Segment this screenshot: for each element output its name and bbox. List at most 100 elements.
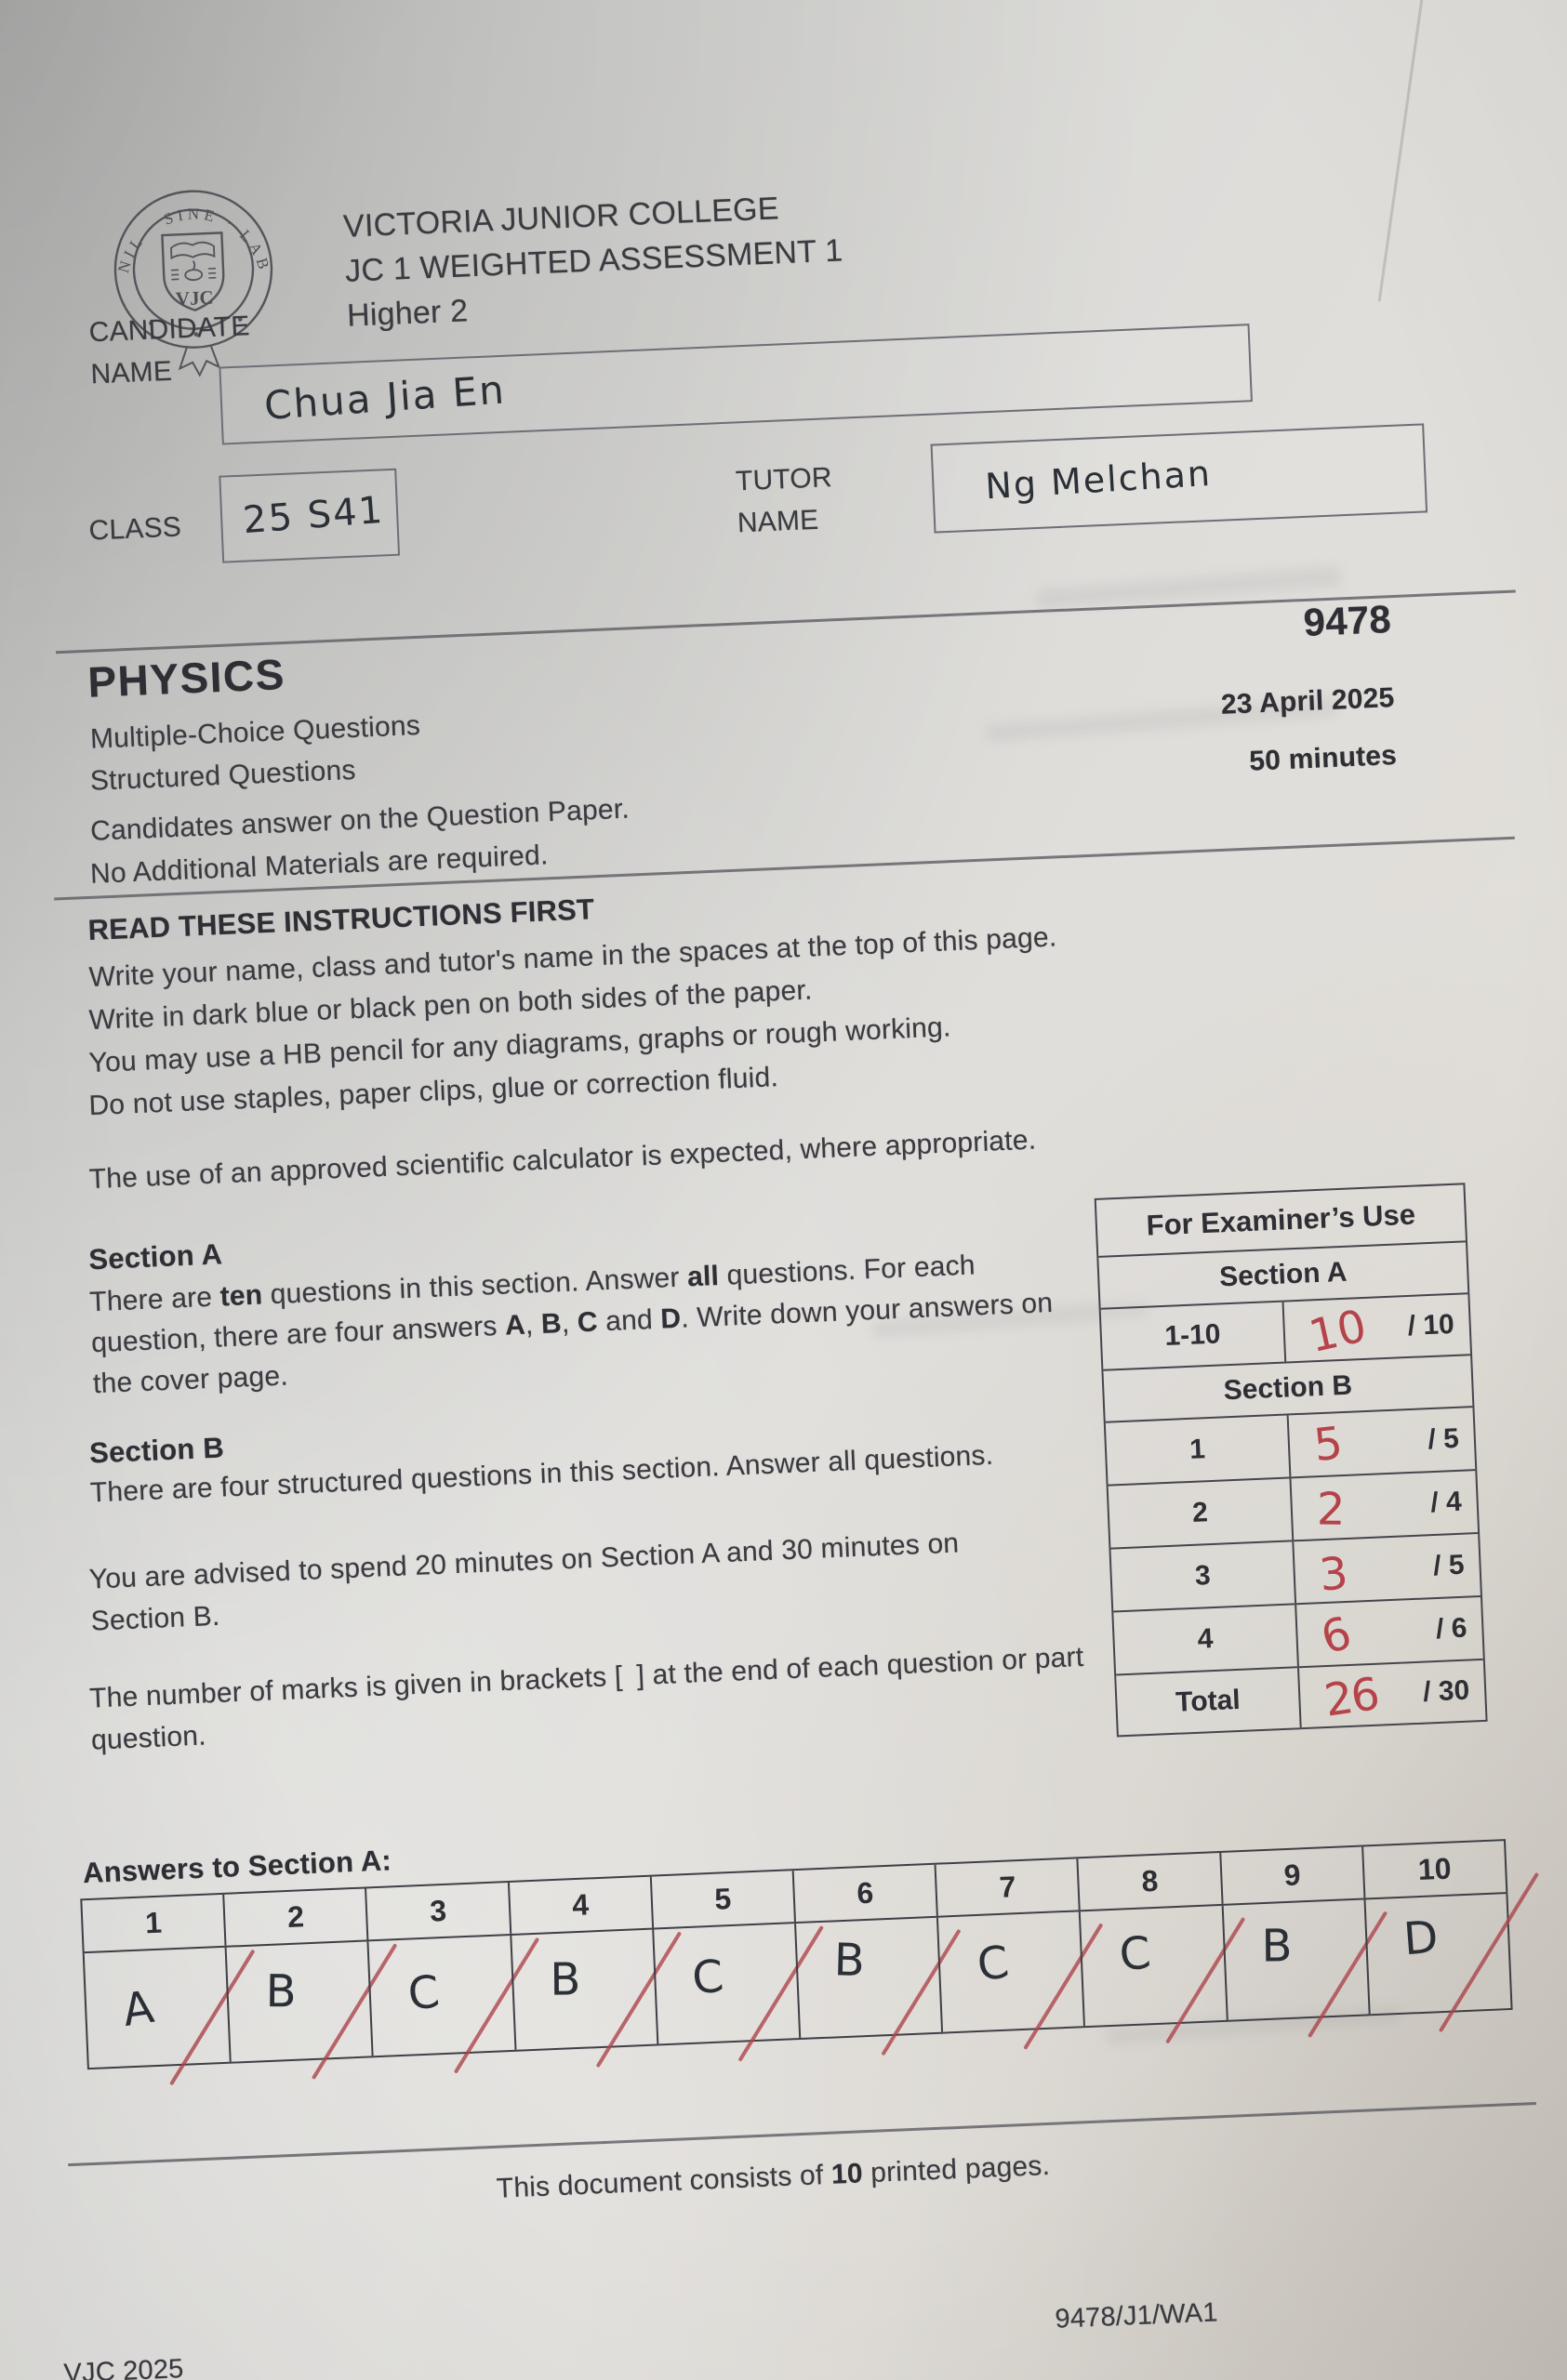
handwritten-answer: C bbox=[689, 1950, 728, 2005]
q-number: 6 bbox=[856, 1875, 874, 1911]
answer-cell[interactable]: B bbox=[224, 1941, 398, 2081]
q-number: 7 bbox=[998, 1870, 1017, 1904]
q-number: 8 bbox=[1140, 1863, 1160, 1898]
handwritten-answer: C bbox=[974, 1936, 1014, 1992]
handwritten-answer: B bbox=[264, 1965, 299, 2018]
answers-header-cell: 2 bbox=[222, 1888, 367, 1946]
examiner-row-score: 26 / 30 bbox=[1299, 1660, 1486, 1727]
class-field[interactable]: 25 S41 bbox=[219, 468, 401, 563]
section-a-title: Section A bbox=[87, 1237, 223, 1276]
answer-cell[interactable]: C bbox=[1079, 1905, 1246, 2044]
max-mark-text: / 30 bbox=[1422, 1674, 1470, 1708]
handwritten-mark: 5 bbox=[1310, 1417, 1346, 1473]
examiner-row-label: Total bbox=[1116, 1668, 1302, 1736]
row-label-text: 3 bbox=[1194, 1560, 1212, 1592]
q-number: 1 bbox=[144, 1905, 163, 1940]
examiner-row-label: 1-10 bbox=[1100, 1302, 1287, 1369]
answers-header-cell: 10 bbox=[1361, 1841, 1507, 1898]
tutor-name-value: Ng Melchan bbox=[984, 452, 1214, 508]
examiner-row-score: 6 / 6 bbox=[1296, 1597, 1483, 1666]
answers-title: Answers to Section A: bbox=[82, 1844, 392, 1890]
subject-title: PHYSICS bbox=[86, 649, 286, 707]
examiner-row-score: 10 / 10 bbox=[1284, 1294, 1471, 1364]
examiner-row-score: 5 / 5 bbox=[1289, 1408, 1476, 1476]
tutor-name-label: TUTOR NAME bbox=[735, 462, 833, 539]
answer-cell[interactable]: B bbox=[1221, 1899, 1388, 2039]
paper-type-2: Structured Questions bbox=[89, 754, 357, 797]
handwritten-mark: 3 bbox=[1317, 1547, 1350, 1602]
answer-cell[interactable]: A bbox=[85, 1948, 256, 2086]
max-mark-text: / 5 bbox=[1427, 1422, 1460, 1456]
calculator-note: The use of an approved scientific calcul… bbox=[88, 1124, 1037, 1196]
page-count-note: This document consists of 10 printed pag… bbox=[496, 2149, 1051, 2204]
answers-header-cell: 6 bbox=[791, 1864, 937, 1923]
answers-header-cell: 1 bbox=[82, 1895, 224, 1951]
answer-cell[interactable]: C bbox=[366, 1936, 540, 2074]
row-label-text: 1 bbox=[1189, 1434, 1206, 1465]
materials-note: No Additional Materials are required. bbox=[89, 840, 550, 890]
footer-paper-code: 9478/J1/WA1 bbox=[1054, 2297, 1219, 2334]
examiner-row-score: 3 / 5 bbox=[1294, 1534, 1481, 1603]
answer-note: Candidates answer on the Question Paper. bbox=[89, 793, 631, 847]
crest-motto-text: NIL · SINE · LABORE bbox=[106, 180, 273, 282]
answer-cell[interactable]: B bbox=[794, 1917, 962, 2056]
max-mark-text: / 4 bbox=[1429, 1486, 1463, 1519]
max-mark-text: / 10 bbox=[1406, 1308, 1455, 1342]
q-number: 5 bbox=[713, 1882, 732, 1916]
answers-header-cell: 4 bbox=[507, 1876, 652, 1935]
section-b-title: Section B bbox=[88, 1431, 225, 1470]
examiner-section-a-text: Section A bbox=[1218, 1256, 1348, 1293]
q-number: 3 bbox=[429, 1893, 447, 1928]
divider-line bbox=[68, 2101, 1536, 2166]
answer-cell[interactable]: B bbox=[509, 1929, 683, 2069]
crest-initials: VJC bbox=[175, 286, 214, 311]
q-number: 9 bbox=[1282, 1858, 1302, 1893]
examiner-row-label: 4 bbox=[1113, 1605, 1299, 1674]
exam-duration: 50 minutes bbox=[1248, 739, 1398, 777]
handwritten-answer: B bbox=[833, 1934, 868, 1988]
vjc-crest-logo: NIL · SINE · LABORE VJC bbox=[98, 166, 282, 384]
q-number: 4 bbox=[571, 1887, 590, 1923]
examiner-title-text: For Examiner’s Use bbox=[1145, 1197, 1416, 1242]
section-a-description: There are ten questions in this section.… bbox=[88, 1250, 1054, 1400]
red-tick-mark bbox=[1439, 1871, 1540, 2033]
q-number: 2 bbox=[286, 1899, 305, 1934]
max-mark-text: / 5 bbox=[1432, 1549, 1466, 1582]
handwritten-mark: 6 bbox=[1315, 1606, 1358, 1665]
candidate-name-field[interactable]: Chua Jia En bbox=[219, 324, 1253, 445]
handwritten-mark: 26 bbox=[1321, 1668, 1382, 1727]
level-label: Higher 2 bbox=[346, 293, 470, 334]
examiner-table: For Examiner’s Use Section A 1-10 10 / 1… bbox=[1094, 1183, 1488, 1738]
answer-cell[interactable]: C bbox=[936, 1911, 1104, 2050]
instructions-title: READ THESE INSTRUCTIONS FIRST bbox=[86, 892, 595, 947]
row-label-text: 1-10 bbox=[1163, 1318, 1222, 1352]
answers-header-cell: 7 bbox=[934, 1858, 1080, 1916]
answers-header-cell: 3 bbox=[365, 1883, 510, 1940]
handwritten-answer: B bbox=[1261, 1920, 1295, 1973]
row-label-text: 2 bbox=[1191, 1497, 1209, 1528]
handwritten-answer: A bbox=[119, 1980, 160, 2037]
row-label-text: 4 bbox=[1197, 1623, 1215, 1655]
examiner-row-label: 2 bbox=[1108, 1478, 1295, 1548]
examiner-section-b-text: Section B bbox=[1223, 1369, 1353, 1407]
row-label-text: Total bbox=[1175, 1684, 1242, 1718]
class-value: 25 S41 bbox=[241, 488, 386, 543]
answer-cell[interactable]: C bbox=[652, 1924, 825, 2062]
handwritten-answer: D bbox=[1401, 1911, 1442, 1966]
examiner-row-score: 2 / 4 bbox=[1291, 1471, 1478, 1540]
footer-copyright: VJC 2025 bbox=[62, 2354, 185, 2380]
time-advice: You are advised to spend 20 minutes on S… bbox=[88, 1527, 960, 1637]
examiner-row-label: 1 bbox=[1105, 1415, 1292, 1485]
answer-cell[interactable]: D bbox=[1363, 1871, 1540, 2033]
marks-note: The number of marks is given in brackets… bbox=[88, 1641, 1084, 1756]
handwritten-answer: C bbox=[405, 1965, 445, 2021]
tutor-name-field[interactable]: Ng Melchan bbox=[930, 423, 1428, 534]
paper-type-1: Multiple-Choice Questions bbox=[89, 709, 421, 755]
q-number: 10 bbox=[1417, 1851, 1453, 1887]
max-mark-text: / 6 bbox=[1435, 1612, 1468, 1646]
section-b-description: There are four structured questions in t… bbox=[89, 1439, 994, 1509]
handwritten-mark: 10 bbox=[1304, 1300, 1372, 1364]
answers-header-cell: 9 bbox=[1218, 1846, 1364, 1904]
